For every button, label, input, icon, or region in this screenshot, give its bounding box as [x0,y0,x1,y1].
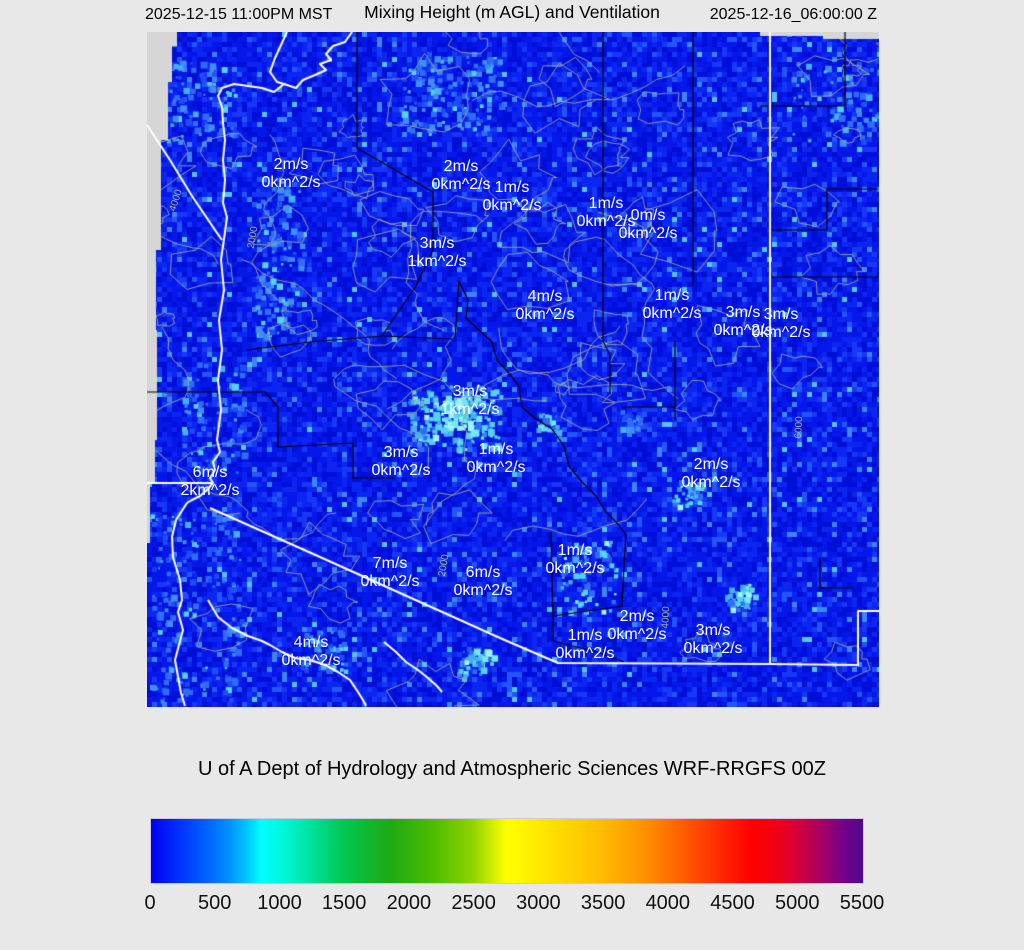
colorbar-tick: 5500 [839,892,885,914]
weather-map-canvas [147,32,879,707]
colorbar-tick: 4000 [645,892,691,914]
map-data-label: 1m/s 0km^2/s [642,287,702,322]
map-data-label: 1m/s 0km^2/s [466,441,526,476]
colorbar-tick: 4500 [710,892,755,914]
map-data-label: 1m/s 0km^2/s [482,179,542,214]
map-data-label: 7m/s 0km^2/s [360,555,420,590]
colorbar-tick: 3000 [516,892,561,914]
map-data-label: 3m/s 0km^2/s [683,622,743,657]
colorbar-tick: 1000 [257,892,302,914]
colorbar-tick: 2500 [451,892,496,914]
map-data-label: 4m/s 0km^2/s [281,634,341,669]
colorbar-tick: 500 [198,892,232,914]
valid-time-utc: 2025-12-16_06:00:00 Z [709,6,877,23]
map-data-label: 0m/s 0km^2/s [618,207,678,242]
map-data-label: 2m/s 0km^2/s [431,158,491,193]
page-title: Mixing Height (m AGL) and Ventilation [364,2,660,22]
map-data-label: 3m/s 0km^2/s [713,304,773,339]
map-data-label: 3m/s 0km^2/s [751,306,811,341]
map-data-label: 2m/s 0km^2/s [681,456,741,491]
colorbar-tick: 2000 [386,892,432,914]
colorbar-ticks: 0 500 1000 1500 2000 2500 3000 3500 4000 4500 5000… [144,892,884,916]
weather-map: 2m/s 0km^2/s 2m/s 0km^2/s 1m/s 0km^2/s 1m/s 0km… [147,32,879,707]
map-data-label: 2m/s 0km^2/s [261,156,321,191]
map-data-label: 4m/s 0km^2/s [515,288,575,323]
map-data-label: 6m/s 0km^2/s [453,564,513,599]
colorbar-gradient [150,818,864,884]
map-data-label: 3m/s 0km^2/s [371,444,431,479]
contour-elevation-label: 4000 [660,606,673,629]
map-data-label: 3m/s 1km^2/s [440,383,500,418]
colorbar-tick: 1500 [321,892,367,914]
map-data-label: 1m/s 0km^2/s [576,195,636,230]
map-data-label: 6m/s 2km^2/s [180,464,240,499]
colorbar-tick: 5000 [775,892,820,914]
valid-time-local: 2025-12-15 11:00PM MST [145,6,333,23]
credit-line: U of A Dept of Hydrology and Atmospheric… [197,758,827,780]
colorbar-tick: 0 [144,892,156,914]
colorbar-tick: 3500 [580,892,626,914]
map-data-label: 2m/s 0km^2/s [607,608,667,643]
map-data-label: 3m/s 1km^2/s [407,235,467,270]
contour-elevation-label: 6000 [793,416,806,439]
map-data-label: 1m/s 0km^2/s [545,542,605,577]
map-data-label: 1m/s 0km^2/s [555,627,615,662]
